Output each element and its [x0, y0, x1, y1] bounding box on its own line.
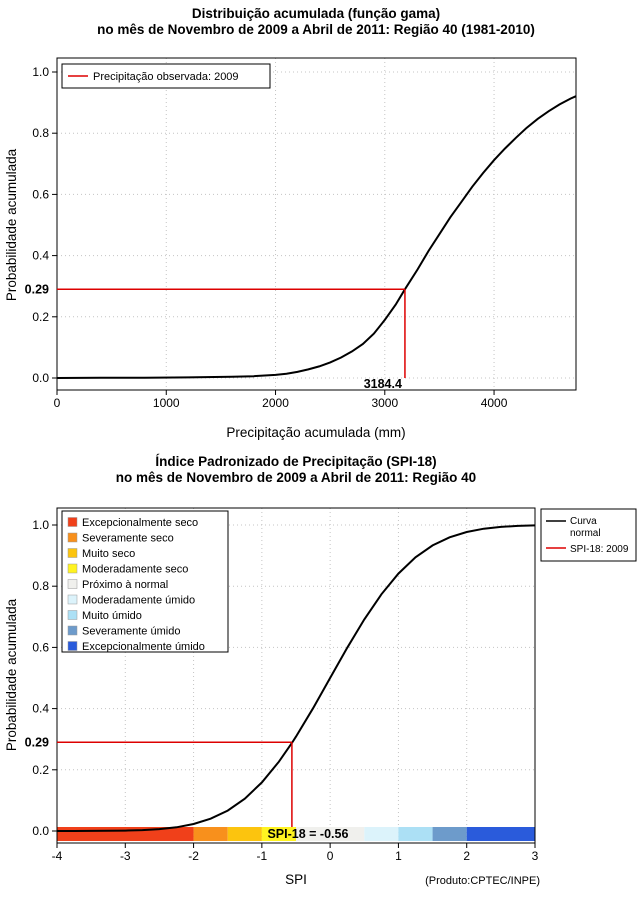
category-swatch — [67, 625, 78, 636]
spi-bar-segment — [364, 827, 399, 841]
category-swatch — [67, 579, 78, 589]
x-tick-label: 4000 — [481, 396, 508, 410]
y-tick-label: 1.0 — [32, 518, 49, 532]
y-tick-label: 0.2 — [32, 310, 49, 324]
categories-legend-box — [61, 510, 229, 653]
y-tick-label: 0.0 — [32, 371, 49, 385]
spi-bar-segment — [432, 827, 467, 841]
top-y-axis-title: Probabilidade acumulada — [4, 148, 19, 301]
curves-legend-box — [540, 508, 637, 562]
y-tick-label: 0.6 — [32, 640, 49, 654]
cdf-curve — [56, 95, 577, 379]
y-tick-label: 1.0 — [32, 65, 49, 79]
category-label: Excepcionalmente úmido — [82, 641, 205, 653]
top-legend: Precipitação observada: 2009 — [61, 63, 271, 89]
gamma-cdf-chart: Distribuição acumulada (função gama) no … — [4, 6, 577, 440]
category-label: Moderadamente seco — [82, 564, 188, 576]
spi-bar-segment — [193, 827, 228, 841]
category-swatch — [67, 517, 78, 527]
spi-bar-segment — [261, 827, 296, 841]
x-tick-label: 3000 — [371, 396, 398, 410]
spi-bar-segment — [227, 827, 262, 841]
category-swatch — [67, 641, 78, 651]
bottom-y-axis-title: Probabilidade acumulada — [4, 598, 19, 751]
top-chart-title: Distribuição acumulada (função gama) — [192, 6, 440, 21]
x-tick-label: 0 — [327, 849, 334, 863]
category-label: Muito úmido — [82, 610, 142, 622]
category-label: Próximo à normal — [82, 579, 168, 591]
category-label: Moderadamente úmido — [82, 595, 195, 607]
x-tick-label: 2 — [463, 849, 470, 863]
product-credit: (Produto:CPTEC/INPE) — [425, 875, 540, 887]
normal-curve-legend-label-line1: Curva — [570, 516, 597, 527]
spi-bar-segment — [57, 827, 194, 841]
top-plot-area: 0 1000 2000 3000 4000 0.0 0.2 0.4 0.6 0.8 1.0 0.29 3… — [25, 57, 577, 410]
top-legend-box — [61, 63, 271, 89]
y-tick-label: 0.2 — [32, 763, 49, 777]
y-tick-label: 0.0 — [32, 824, 49, 838]
bottom-x-axis-title: SPI — [285, 872, 307, 887]
category-swatch — [67, 532, 78, 543]
top-chart-subtitle: no mês de Novembro de 2009 a Abril de 20… — [97, 22, 535, 37]
x-tick-label: 3 — [532, 849, 539, 863]
category-label: Excepcionalmente seco — [82, 517, 198, 529]
x-tick-label: -3 — [120, 849, 131, 863]
bottom-chart-title: Índice Padronizado de Precipitação (SPI-… — [155, 454, 436, 469]
curves-legend: Curva normal SPI-18: 2009 — [540, 508, 637, 562]
x-tick-label: 1 — [395, 849, 402, 863]
cdf-curve — [57, 524, 536, 832]
category-swatch — [67, 563, 78, 574]
x-tick-label: -4 — [52, 849, 63, 863]
spi-cdf-chart: Índice Padronizado de Precipitação (SPI-… — [4, 454, 637, 887]
spi-bar-label: SPI-18 = -0.56 — [267, 827, 348, 841]
normal-curve-legend-label-line2: normal — [570, 528, 601, 539]
bottom-chart-subtitle: no mês de Novembro de 2009 a Abril de 20… — [116, 470, 476, 485]
y-tick-label: 0.8 — [32, 126, 49, 140]
plot-frame — [56, 57, 577, 391]
observed-precip-legend-label: Precipitação observada: 2009 — [93, 71, 239, 83]
spi-2009-legend-label: SPI-18: 2009 — [570, 544, 629, 555]
y-tick-label: 0.8 — [32, 579, 49, 593]
category-swatch — [67, 594, 78, 605]
x-tick-label: 1000 — [153, 396, 180, 410]
spi-bar-segment — [296, 827, 365, 841]
spi-bar-segment — [398, 827, 433, 841]
spi-bar-segment — [466, 827, 535, 841]
marker-value-label: 3184.4 — [364, 377, 402, 391]
x-tick-label: -2 — [188, 849, 199, 863]
y-tick-label: 0.4 — [32, 702, 49, 716]
category-label: Muito seco — [82, 548, 135, 560]
y-tick-label: 0.6 — [32, 187, 49, 201]
x-tick-label: 2000 — [262, 396, 289, 410]
marker-probability-label: 0.29 — [25, 282, 49, 296]
bottom-plot-area: -4 -3 -2 -1 0 1 2 3 0.0 0.2 0.4 0.6 0.8 1.0 0.29 Excepc… — [25, 507, 539, 863]
y-tick-label: 0.4 — [32, 249, 49, 263]
category-swatch — [67, 610, 78, 620]
category-label: Severamente úmido — [82, 626, 180, 638]
x-tick-label: 0 — [54, 396, 61, 410]
x-tick-label: -1 — [257, 849, 268, 863]
plot-frame — [56, 507, 536, 844]
top-x-axis-title: Precipitação acumulada (mm) — [226, 425, 405, 440]
category-label: Severamente seco — [82, 533, 174, 545]
marker-probability-label: 0.29 — [25, 735, 49, 749]
category-swatch — [67, 548, 78, 558]
